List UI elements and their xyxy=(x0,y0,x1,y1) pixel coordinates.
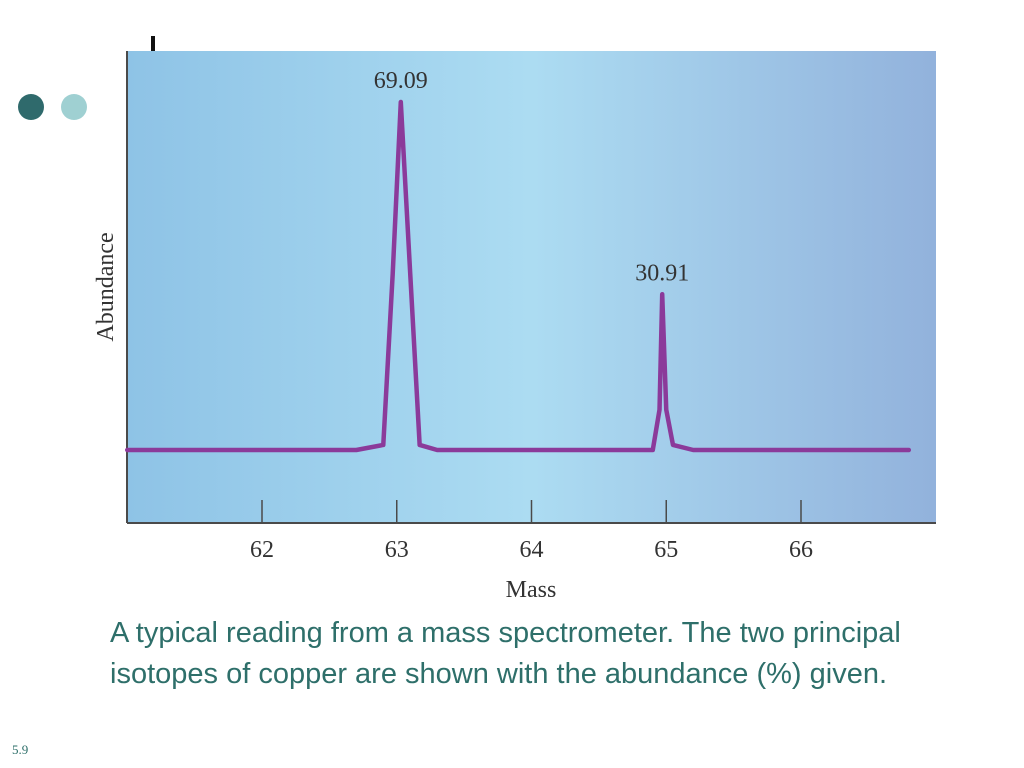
peak-labels: 69.09 30.91 xyxy=(374,68,689,286)
mass-spectrum-chart: 62 63 64 65 66 69.09 30.91 Mass Abundance xyxy=(93,51,936,603)
x-tick-label: 66 xyxy=(789,537,813,563)
x-tick-label: 62 xyxy=(250,537,274,563)
plot-background xyxy=(127,51,936,523)
y-axis-title: Abundance xyxy=(93,232,119,341)
x-axis-title: Mass xyxy=(506,577,557,603)
corner-mark xyxy=(151,36,155,52)
series-layer xyxy=(125,99,912,453)
x-tick-label: 63 xyxy=(385,537,409,563)
peak-abundance-label: 30.91 xyxy=(635,260,689,286)
x-axis-ticks xyxy=(261,500,802,523)
caption: A typical reading from a mass spectromet… xyxy=(110,617,901,690)
slide-number: 5.9 xyxy=(12,742,29,757)
x-tick-label: 64 xyxy=(520,537,544,563)
spectrum-line xyxy=(125,99,912,453)
light-dot-icon xyxy=(61,94,87,120)
x-tick-labels: 62 63 64 65 66 xyxy=(250,537,813,563)
dark-dot-icon xyxy=(18,94,44,120)
peak-abundance-label: 69.09 xyxy=(374,68,428,94)
x-tick-label: 65 xyxy=(654,537,678,563)
